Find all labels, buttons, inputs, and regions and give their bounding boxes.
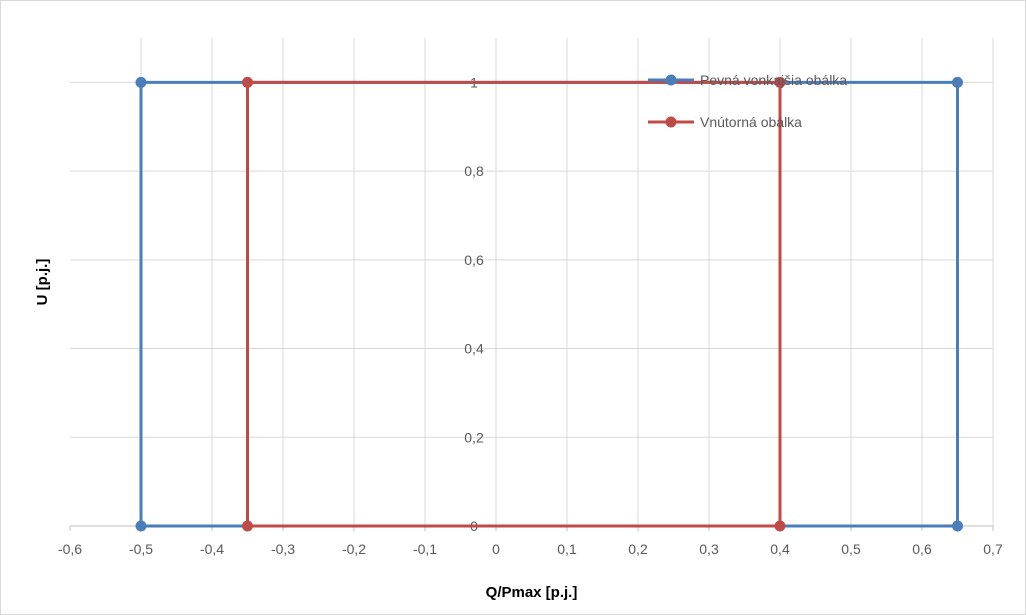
data-point <box>952 76 963 88</box>
x-tick-label: -0,5 <box>129 541 153 557</box>
x-tick-label: -0,2 <box>342 541 366 557</box>
legend-label: Pevná vonkajšia obálka <box>700 72 847 88</box>
y-tick-label: 0,2 <box>464 429 484 445</box>
gridlines <box>70 38 994 526</box>
x-tick-label: -0,1 <box>413 541 437 557</box>
data-point <box>242 520 253 532</box>
x-tick-label: 0,5 <box>841 541 861 557</box>
x-axis: -0,6 -0,5 -0,4 -0,3 -0,2 -0,1 0 0,1 0,2 0,3 0,4 0,5… <box>58 525 1003 557</box>
data-point <box>135 520 147 532</box>
x-tick-label: 0,7 <box>983 541 1003 557</box>
x-tick-label: 0,1 <box>557 541 577 557</box>
series-group <box>135 76 963 532</box>
legend: Pevná vonkajšia obálka Vnútorná obálka <box>648 72 847 130</box>
x-tick-label: -0,4 <box>200 541 224 557</box>
x-tick-label: -0,3 <box>271 541 295 557</box>
x-tick-label: 0,2 <box>628 541 648 557</box>
data-point <box>952 520 963 532</box>
y-tick-labels: 00,20,40,60,81 <box>464 74 484 534</box>
data-point <box>774 76 786 88</box>
data-point <box>135 76 147 88</box>
data-point <box>242 76 253 88</box>
y-tick-label: 0,4 <box>464 341 484 357</box>
x-tick-label: 0,3 <box>699 541 719 557</box>
x-tick-label: 0,4 <box>770 541 790 557</box>
x-tick-label: 0 <box>492 541 500 557</box>
x-axis-title: Q/Pmax [p.j.] <box>486 584 578 601</box>
y-tick-label: 0,8 <box>464 163 484 179</box>
legend-marker <box>665 74 677 86</box>
x-tick-label: -0,6 <box>58 541 82 557</box>
y-tick-label: 0,6 <box>464 252 484 268</box>
legend-label: Vnútorná obálka <box>700 114 802 130</box>
legend-marker <box>665 116 677 128</box>
series-line <box>246 80 782 528</box>
x-tick-label: 0,6 <box>912 541 932 557</box>
series-line <box>139 80 959 528</box>
data-point <box>774 520 786 532</box>
y-axis-title: U [p.j.] <box>34 259 51 306</box>
